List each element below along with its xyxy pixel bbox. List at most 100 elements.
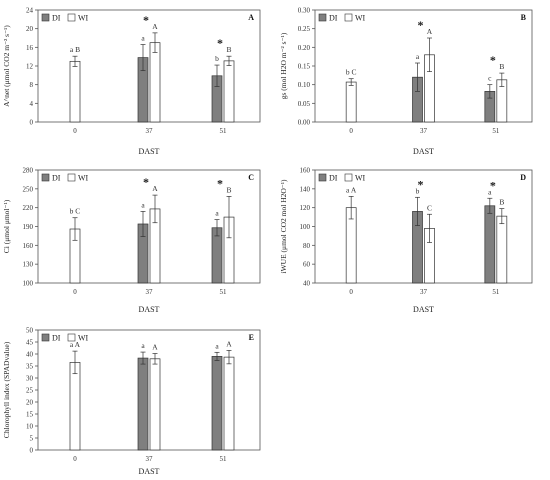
panel-label: A — [248, 13, 254, 22]
significance-letter: a — [416, 52, 420, 61]
chart-panel-b: 0.000.050.100.150.200.250.300 37 51b CaAcB… — [279, 7, 533, 156]
legend-label-wi: WI — [355, 174, 366, 183]
y-tick-label: 0.15 — [298, 63, 311, 71]
legend-label-di: DI — [52, 334, 61, 343]
legend: DI WI — [41, 173, 89, 183]
x-tick-label: 37 — [146, 127, 154, 135]
significance-star: * — [490, 178, 496, 192]
legend: DI WI — [41, 333, 89, 343]
bar-di-51 — [211, 356, 223, 451]
significance-letter: a A — [346, 185, 357, 194]
significance-letter: b C — [346, 68, 357, 77]
bar-wi-51 — [223, 356, 235, 451]
x-axis-label: DAST — [139, 147, 160, 156]
significance-letter: a A — [70, 340, 81, 349]
y-tick-label: 25 — [26, 387, 34, 395]
x-tick-label: 51 — [492, 127, 500, 135]
bar-wi-0 — [345, 81, 357, 123]
significance-star: * — [418, 18, 424, 32]
y-tick-label: 24 — [26, 7, 34, 15]
significance-letter: c — [488, 74, 492, 83]
y-tick-label: 190 — [23, 223, 34, 231]
y-tick-label: 120 — [300, 204, 311, 212]
y-tick-label: 12 — [26, 63, 34, 71]
legend-swatch-wi — [67, 173, 76, 182]
legend-label-wi: WI — [78, 174, 89, 183]
bar-wi-37 — [149, 42, 161, 123]
y-tick-label: 100 — [300, 223, 311, 231]
y-tick-label: 220 — [23, 204, 34, 212]
y-axis-label: A^net (μmol CO2 m⁻² s⁻¹) — [2, 25, 11, 107]
x-tick-label: 51 — [492, 288, 500, 296]
y-tick-label: 0.10 — [298, 81, 311, 89]
x-axis-label: DAST — [413, 305, 434, 314]
panel-label: E — [249, 333, 254, 342]
significance-star: * — [490, 53, 496, 67]
significance-letter: A — [152, 22, 158, 31]
legend: DI WI — [318, 13, 366, 23]
significance-letter: b — [215, 54, 219, 63]
significance-letter: b — [416, 186, 420, 195]
y-tick-label: 0.30 — [298, 7, 311, 15]
legend-label-di: DI — [329, 174, 338, 183]
significance-star: * — [143, 175, 149, 189]
y-tick-label: 280 — [23, 167, 34, 175]
legend-swatch-di — [41, 13, 50, 22]
significance-star: * — [143, 13, 149, 27]
legend-swatch-wi — [344, 13, 353, 22]
y-axis-label: Ci (μmol μmol⁻¹) — [2, 199, 11, 253]
y-tick-label: 160 — [300, 167, 311, 175]
y-tick-label: 50 — [26, 327, 34, 335]
y-tick-label: 0.00 — [298, 119, 311, 127]
x-tick-label: 0 — [349, 288, 353, 296]
x-axis-label: DAST — [139, 305, 160, 314]
x-tick-label: 0 — [73, 127, 77, 135]
y-tick-label: 250 — [23, 185, 34, 193]
significance-star: * — [217, 36, 223, 50]
y-tick-label: 80 — [303, 242, 311, 250]
y-tick-label: 0.25 — [298, 25, 311, 33]
x-tick-label: 37 — [420, 288, 428, 296]
significance-letter: a — [488, 187, 492, 196]
significance-letter: a B — [70, 45, 80, 54]
significance-letter: a — [215, 341, 219, 350]
x-tick-label: 0 — [73, 288, 77, 296]
y-tick-label: 160 — [23, 242, 34, 250]
legend-swatch-wi — [344, 173, 353, 182]
significance-letter: A — [152, 184, 158, 193]
legend-label-wi: WI — [78, 334, 89, 343]
x-tick-label: 51 — [220, 288, 228, 296]
significance-letter: a — [141, 200, 145, 209]
y-tick-label: 40 — [26, 351, 34, 359]
panel-label: D — [520, 173, 526, 182]
y-tick-label: 0.20 — [298, 44, 311, 52]
x-tick-label: 0 — [73, 455, 77, 463]
significance-letter: B — [499, 62, 504, 71]
legend-label-wi: WI — [355, 14, 366, 23]
y-tick-label: 130 — [23, 261, 34, 269]
x-tick-label: 37 — [146, 288, 154, 296]
y-tick-label: 140 — [300, 185, 311, 193]
significance-letter: B — [226, 45, 231, 54]
x-tick-label: 51 — [220, 455, 228, 463]
y-tick-label: 15 — [26, 411, 34, 419]
legend-label-di: DI — [329, 14, 338, 23]
y-tick-label: 20 — [26, 25, 34, 33]
legend-swatch-di — [41, 333, 50, 342]
y-axis-label: Chlorophyll index (SPADvalue) — [2, 341, 11, 438]
y-tick-label: 5 — [30, 435, 34, 443]
x-tick-label: 37 — [420, 127, 428, 135]
y-tick-label: 0 — [30, 447, 34, 455]
significance-letter: A — [152, 343, 158, 352]
legend-label-di: DI — [52, 14, 61, 23]
legend-swatch-wi — [67, 333, 76, 342]
x-axis-label: DAST — [139, 467, 160, 476]
significance-letter: A — [427, 27, 433, 36]
y-tick-label: 0.05 — [298, 100, 311, 108]
bar-wi-37 — [149, 358, 161, 451]
y-tick-label: 60 — [303, 261, 311, 269]
significance-letter: a — [215, 209, 219, 218]
bar-di-37 — [137, 357, 149, 451]
